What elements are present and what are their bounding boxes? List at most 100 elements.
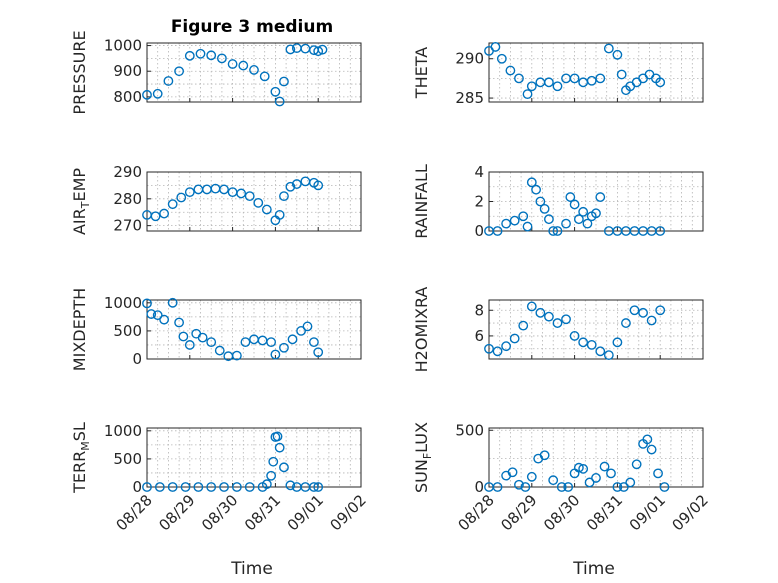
data-point [231, 482, 242, 492]
data-point [206, 50, 217, 61]
y-tick-label: 280 [113, 190, 142, 208]
data-point [313, 347, 324, 358]
y-tick-label: 290 [455, 50, 484, 68]
data-point [569, 73, 580, 84]
data-point [253, 197, 264, 208]
y-tick-label: 285 [455, 89, 484, 107]
data-point [238, 60, 249, 71]
figure-title: Figure 3 medium [171, 17, 333, 37]
axes-border [146, 42, 362, 103]
data-point [309, 337, 319, 348]
data-point [285, 181, 296, 192]
subplot-air_temp: 270 280 290 AIRTEMP [70, 163, 362, 235]
subplot-pressure: 800 900 1000 PRESSURE [70, 30, 362, 115]
data-point [274, 96, 285, 107]
data-point [176, 192, 187, 203]
data-point [492, 482, 503, 492]
data-point [595, 73, 606, 84]
data-point [285, 44, 296, 55]
data-point [309, 482, 319, 492]
data-point [595, 192, 606, 202]
x-tick-label: 08/31 [241, 491, 284, 534]
axes-border [488, 427, 704, 488]
data-point [180, 482, 191, 492]
data-point [219, 482, 229, 492]
data-point [184, 187, 195, 198]
data-point [279, 191, 289, 202]
data-point [552, 318, 563, 328]
data-point [561, 314, 571, 325]
y-tick-label: 4 [474, 163, 484, 181]
data-point [501, 218, 512, 229]
data-point [492, 346, 503, 357]
data-point [193, 482, 204, 492]
data-point [646, 315, 657, 326]
data-point [240, 337, 251, 348]
y-tick-label: 0 [132, 478, 142, 496]
data-point [514, 479, 524, 490]
subplot-mixdepth: 0 500 1000 MIXDEPTH [70, 288, 362, 371]
data-point [227, 59, 238, 69]
data-point [291, 179, 302, 189]
data-point [505, 65, 516, 76]
data-point [556, 482, 567, 492]
data-point [507, 467, 518, 478]
x-tick-label: 09/02 [327, 491, 370, 534]
data-point [266, 337, 277, 348]
data-point [287, 334, 298, 345]
data-point [544, 77, 554, 88]
y-tick-label: 0 [474, 478, 484, 496]
data-point [261, 479, 272, 490]
data-point [586, 339, 597, 350]
data-point [317, 44, 328, 55]
y-tick-label: 290 [113, 163, 142, 181]
data-point [655, 305, 666, 316]
data-point [174, 66, 185, 77]
data-point [586, 75, 597, 86]
data-point [638, 307, 648, 318]
data-point [184, 340, 195, 350]
data-point [509, 333, 520, 344]
data-point [646, 444, 657, 455]
y-axis-label-3: RAINFALL [412, 164, 431, 239]
data-point [578, 463, 589, 474]
y-tick-label: 1000 [104, 294, 142, 312]
data-point [522, 221, 533, 232]
data-point [184, 50, 195, 61]
data-point [302, 321, 313, 332]
data-point [616, 69, 627, 80]
data-point [629, 305, 640, 316]
x-tick-label: 08/30 [198, 491, 241, 534]
data-point [313, 46, 324, 57]
y-tick-label: 1000 [104, 37, 142, 55]
data-point [174, 317, 185, 328]
y-axis-label-0: PRESSURE [70, 30, 89, 114]
data-point [526, 471, 537, 482]
data-point [268, 456, 279, 467]
data-point [655, 226, 666, 236]
data-point [653, 468, 663, 479]
data-point [150, 211, 161, 222]
data-point [563, 482, 574, 492]
data-point [603, 350, 614, 361]
data-point [606, 468, 616, 479]
data-point [569, 199, 580, 210]
data-point [236, 188, 247, 199]
data-point [178, 331, 189, 342]
data-point [578, 337, 589, 348]
data-point [285, 480, 296, 491]
data-point [539, 203, 550, 214]
y-axis-label-6: TERRMSL [70, 422, 92, 494]
data-point [142, 482, 152, 492]
data-point [154, 482, 165, 492]
data-point [206, 482, 217, 492]
data-point [548, 475, 559, 486]
data-point [520, 482, 531, 492]
data-point [249, 65, 259, 75]
data-point [552, 226, 563, 236]
subplot-rainfall: 0 2 4 RAINFALL [412, 163, 704, 240]
x-tick-label: 08/28 [113, 491, 156, 534]
data-point [219, 184, 229, 195]
data-point [544, 311, 554, 322]
